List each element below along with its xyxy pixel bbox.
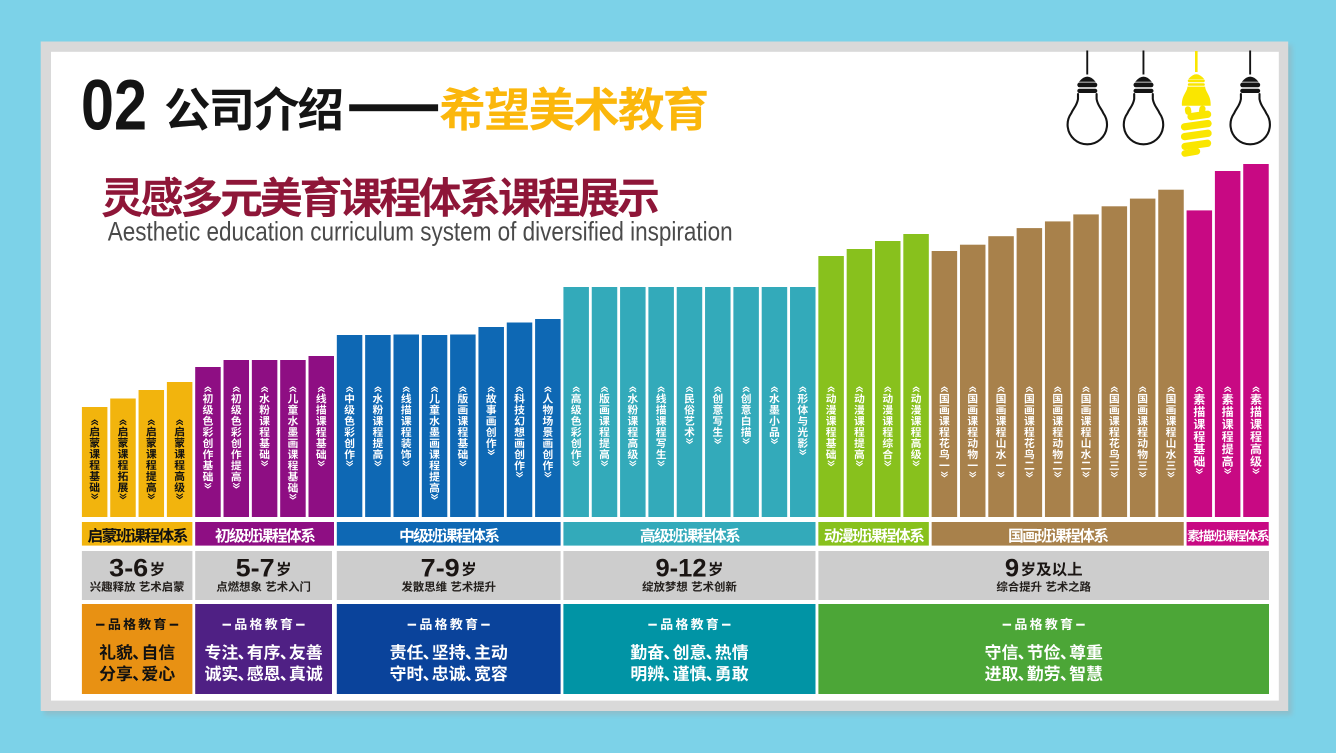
svg-text:9-12: 9-12 xyxy=(656,554,707,582)
svg-text:Aesthetic education curriculum: Aesthetic education curriculum system of… xyxy=(108,216,733,246)
svg-text:9: 9 xyxy=(1005,554,1019,582)
svg-text:5-7: 5-7 xyxy=(236,554,275,582)
svg-text:7-9: 7-9 xyxy=(421,554,460,582)
svg-text:02: 02 xyxy=(81,66,147,145)
svg-text:3-6: 3-6 xyxy=(109,554,148,582)
